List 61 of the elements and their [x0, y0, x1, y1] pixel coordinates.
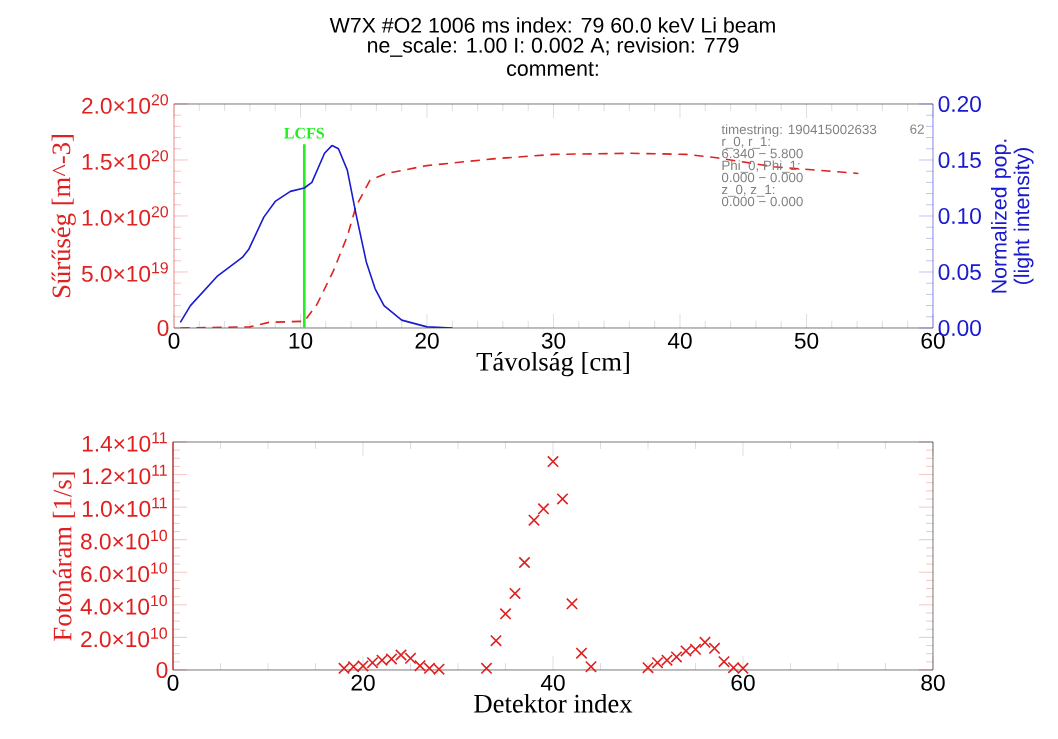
y2-tick-label: 0.20 — [938, 95, 981, 113]
point — [718, 655, 730, 668]
y2-axis-title: Normalized pop. (light intensity) — [990, 139, 1034, 293]
chart-subtitle: ne_scale: 1.00 I: 0.002 A; revision: 779 — [368, 37, 739, 57]
y-tick-label: 0 — [157, 319, 169, 337]
x-tick-label: 30 — [541, 332, 566, 349]
y2-tick-label: 0.10 — [938, 207, 981, 225]
point — [585, 660, 597, 673]
point — [556, 493, 569, 505]
point — [547, 455, 559, 468]
y-tick-label: 1.4×10$^{11}$ — [82, 432, 167, 452]
x-tick-label: 0 — [168, 332, 180, 349]
x-tick-label: 60 — [731, 674, 755, 691]
y2-tick-label: 0.05 — [938, 263, 981, 281]
x-axis-title: Detektor index — [474, 693, 633, 713]
y-tick-label: 2.0×10$^{20}$ — [82, 94, 168, 114]
x-tick-label: 80 — [921, 674, 945, 691]
point — [480, 662, 493, 675]
x-axis-title: Távolság [cm] — [476, 351, 629, 377]
x-tick-label: 20 — [415, 332, 439, 349]
annotation: z_0, z_1: — [721, 184, 775, 197]
annotation: r_0, r_1: — [722, 136, 770, 149]
annotation: 0.000 − 0.000 — [721, 172, 803, 183]
point — [575, 647, 588, 660]
x-tick-label: 20 — [351, 674, 375, 691]
y-axis-title: Fotonáram [1/s] — [52, 472, 75, 641]
point — [537, 502, 550, 515]
x-tick-label: 0 — [167, 674, 179, 691]
point — [518, 556, 531, 569]
point — [528, 514, 540, 527]
y-tick-label: 1.0×10$^{11}$ — [82, 497, 167, 517]
y-axis-title: Sűrűség [m^-3] — [51, 135, 76, 298]
y-tick-label: 4.0×10$^{10}$ — [80, 595, 167, 615]
chart-title: W7X #O2 1006 ms index: 79 60.0 keV Li beam — [329, 17, 775, 33]
annotation: 62 — [910, 124, 924, 134]
point — [642, 661, 654, 674]
point — [499, 607, 512, 620]
y-tick-label: 6.0×10$^{10}$ — [81, 562, 167, 583]
line-series — [179, 144, 454, 328]
point — [708, 642, 721, 655]
x-tick-label: 40 — [540, 674, 565, 691]
x-tick-label: 50 — [794, 332, 819, 349]
annotation: timestring: 190415002633 — [721, 124, 877, 137]
point — [490, 634, 502, 647]
ref-line-label: LCFS — [284, 127, 325, 139]
y-tick-label: 8.0×10$^{10}$ — [81, 529, 167, 550]
point — [699, 636, 711, 649]
point — [509, 587, 521, 600]
y-tick-label: 5.0×10$^{19}$ — [81, 262, 168, 282]
x-tick-label: 10 — [289, 332, 313, 349]
x-tick-label: 40 — [667, 332, 692, 349]
y-tick-label: 1.0×10$^{20}$ — [82, 206, 168, 226]
y-tick-label: 2.0×10$^{10}$ — [81, 627, 167, 648]
point — [566, 597, 578, 610]
y-tick-label: 1.5×10$^{20}$ — [82, 150, 168, 170]
y-tick-label: 0 — [156, 661, 168, 679]
text: comment: — [507, 62, 598, 76]
annotation: 6.340 − 5.800 — [722, 148, 803, 159]
y-tick-label: 1.2×10$^{11}$ — [82, 464, 167, 485]
annotation: 0.000 − 0.000 — [721, 196, 803, 207]
y2-tick-label: 0.15 — [938, 151, 981, 169]
